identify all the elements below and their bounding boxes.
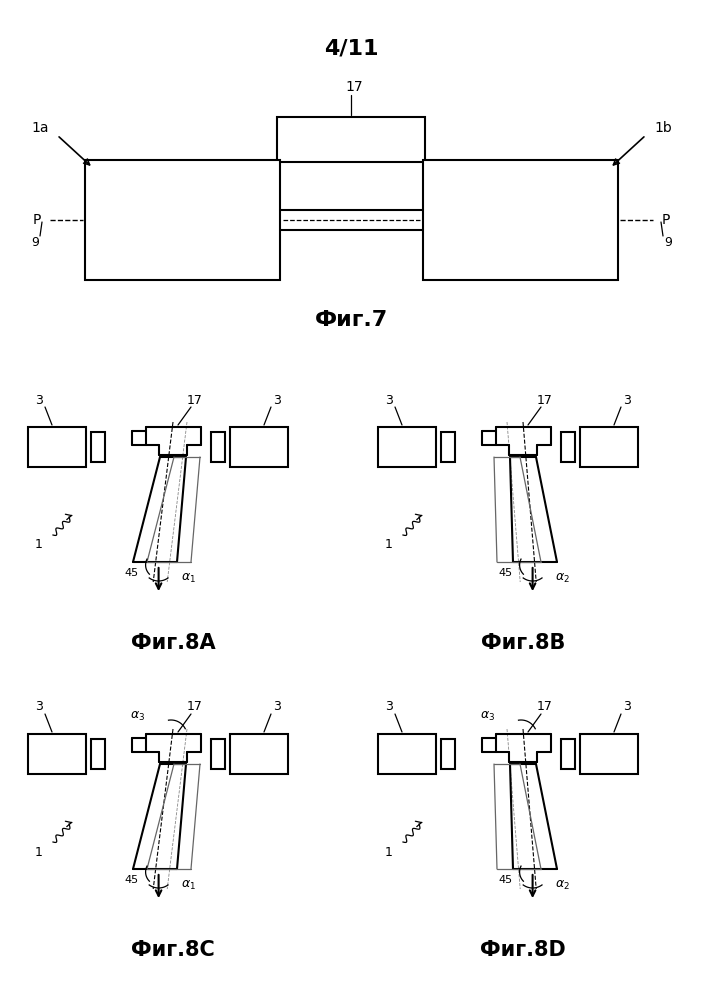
Bar — [580, 734, 638, 774]
Bar — [85, 160, 280, 280]
Text: Фиг.7: Фиг.7 — [314, 310, 387, 330]
Text: $\alpha_2$: $\alpha_2$ — [555, 571, 569, 585]
Bar — [211, 739, 225, 769]
Bar — [441, 739, 455, 769]
Text: 3: 3 — [35, 700, 43, 714]
Bar — [561, 739, 575, 769]
Text: 17: 17 — [187, 393, 203, 406]
Bar — [230, 734, 288, 774]
Text: 17: 17 — [537, 700, 553, 714]
Text: P: P — [662, 213, 671, 227]
Text: 45: 45 — [124, 875, 138, 885]
Text: 9: 9 — [664, 235, 672, 248]
Text: $\alpha_2$: $\alpha_2$ — [555, 878, 569, 892]
Bar — [91, 739, 105, 769]
Text: Фиг.8A: Фиг.8A — [131, 633, 215, 653]
Text: 1: 1 — [35, 538, 43, 552]
Bar — [378, 734, 436, 774]
Text: $\alpha_1$: $\alpha_1$ — [181, 571, 195, 585]
Text: 1b: 1b — [654, 121, 672, 135]
Text: Фиг.8D: Фиг.8D — [480, 940, 566, 960]
Text: $\alpha_1$: $\alpha_1$ — [181, 878, 195, 892]
Bar — [28, 427, 86, 467]
Text: 3: 3 — [35, 393, 43, 406]
Bar — [378, 427, 436, 467]
Text: 45: 45 — [498, 568, 512, 578]
Text: $\alpha_3$: $\alpha_3$ — [480, 709, 495, 723]
Text: 3: 3 — [623, 393, 631, 406]
Text: 1: 1 — [385, 538, 393, 552]
Text: 3: 3 — [385, 393, 393, 406]
Text: 1a: 1a — [32, 121, 49, 135]
Bar — [277, 117, 425, 162]
Bar — [28, 734, 86, 774]
Text: 3: 3 — [273, 393, 281, 406]
Text: 45: 45 — [124, 568, 138, 578]
Bar — [561, 432, 575, 462]
Text: 1: 1 — [35, 846, 43, 858]
Text: 17: 17 — [345, 80, 363, 94]
Text: 17: 17 — [537, 393, 553, 406]
Text: Фиг.8B: Фиг.8B — [481, 633, 565, 653]
Text: Фиг.8C: Фиг.8C — [131, 940, 215, 960]
Text: P: P — [32, 213, 41, 227]
Text: 1: 1 — [385, 846, 393, 858]
Bar — [580, 427, 638, 467]
Text: 9: 9 — [31, 235, 39, 248]
Text: 3: 3 — [385, 700, 393, 714]
Bar — [91, 432, 105, 462]
Bar — [423, 160, 618, 280]
Bar — [230, 427, 288, 467]
Text: 4/11: 4/11 — [324, 38, 378, 58]
Text: $\alpha_3$: $\alpha_3$ — [130, 709, 145, 723]
Bar — [211, 432, 225, 462]
Text: 45: 45 — [498, 875, 512, 885]
Text: 3: 3 — [623, 700, 631, 714]
Bar — [441, 432, 455, 462]
Text: 3: 3 — [273, 700, 281, 714]
Text: 17: 17 — [187, 700, 203, 714]
